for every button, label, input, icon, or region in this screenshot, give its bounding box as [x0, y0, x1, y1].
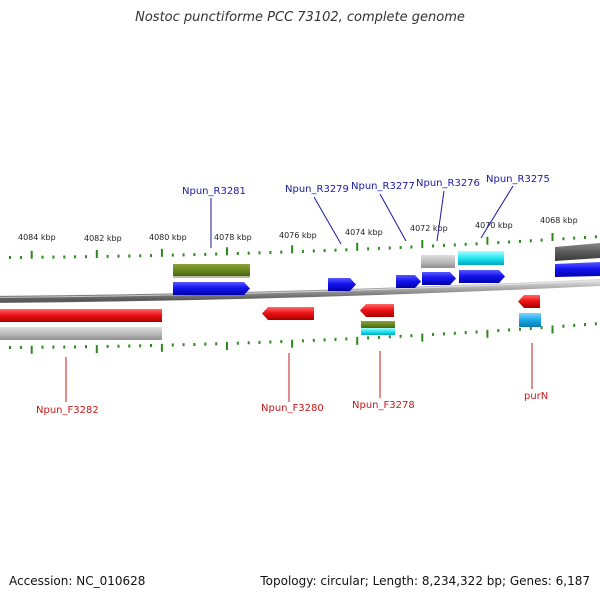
- gene-arrow-Npun_F3278[interactable]: [360, 304, 394, 317]
- gene-arrow-Npun_F3282[interactable]: [0, 309, 162, 322]
- gene-label-Npun_R3276[interactable]: Npun_R3276: [416, 178, 480, 189]
- feature-gray-lower: [0, 327, 162, 340]
- gene-label-Npun_F3282[interactable]: Npun_F3282: [36, 405, 99, 416]
- gene-arrow-Npun_R3279[interactable]: [328, 278, 356, 291]
- scale-label: 4068 kbp: [540, 216, 578, 225]
- gene-label-Npun_F3278[interactable]: Npun_F3278: [352, 400, 415, 411]
- scale-label: 4078 kbp: [214, 233, 252, 242]
- map-title: Nostoc punctiforme PCC 73102, complete g…: [135, 10, 465, 25]
- leader-line: [379, 193, 407, 242]
- feature-gray: [421, 255, 455, 268]
- gene-arrow-edge: [555, 262, 600, 277]
- gene-arrow-Npun_R3281[interactable]: [173, 282, 250, 295]
- genome-backbone: [0, 278, 600, 303]
- scale-label: 4076 kbp: [279, 231, 317, 240]
- gene-arrow-purN[interactable]: [518, 295, 540, 308]
- scale-label: 4080 kbp: [149, 233, 187, 242]
- gene-label-Npun_R3275[interactable]: Npun_R3275: [486, 174, 550, 185]
- leader-line: [480, 185, 514, 239]
- gene-label-Npun_R3277[interactable]: Npun_R3277: [351, 181, 415, 192]
- genome-summary-text: Topology: circular; Length: 8,234,322 bp…: [260, 574, 590, 588]
- scale-label: 4082 kbp: [84, 234, 122, 243]
- leader-line: [436, 190, 445, 242]
- gene-label-Npun_R3279[interactable]: Npun_R3279: [285, 184, 349, 195]
- scale-ticks-top: [9, 233, 597, 259]
- scale-label: 4070 kbp: [475, 221, 513, 230]
- leader-line: [313, 196, 342, 245]
- scale-label: 4072 kbp: [410, 224, 448, 233]
- feature-dark-gray: [555, 243, 600, 261]
- scale-ticks-bottom: [9, 322, 597, 354]
- feature-olive: [173, 264, 250, 278]
- gene-arrow-Npun_R3276[interactable]: [422, 272, 456, 285]
- gene-label-Npun_R3281[interactable]: Npun_R3281: [182, 186, 246, 197]
- feature-sky: [519, 313, 541, 327]
- gene-arrow-Npun_R3275[interactable]: [459, 270, 505, 283]
- gene-label-purN[interactable]: purN: [524, 391, 548, 402]
- accession-text: Accession: NC_010628: [9, 574, 146, 588]
- gene-arrow-Npun_R3277[interactable]: [396, 275, 421, 288]
- feature-cyan: [458, 251, 504, 265]
- feature-stack: [361, 321, 395, 335]
- gene-label-Npun_F3280[interactable]: Npun_F3280: [261, 403, 324, 414]
- scale-label: 4084 kbp: [18, 233, 56, 242]
- scale-label: 4074 kbp: [345, 228, 383, 237]
- gene-arrow-Npun_F3280[interactable]: [262, 307, 314, 320]
- backbone-highlight: [0, 279, 600, 298]
